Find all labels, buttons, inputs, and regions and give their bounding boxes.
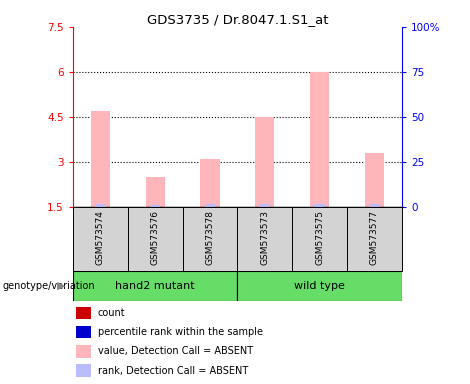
Bar — [73, 207, 128, 271]
Bar — [237, 207, 292, 271]
Text: GSM573574: GSM573574 — [96, 210, 105, 265]
Bar — [369, 204, 380, 207]
Bar — [204, 204, 215, 207]
Text: GSM573576: GSM573576 — [150, 210, 160, 265]
Bar — [255, 117, 274, 207]
Bar — [95, 204, 106, 207]
Bar — [292, 207, 347, 271]
Bar — [237, 271, 402, 301]
Bar — [128, 207, 182, 271]
Text: genotype/variation: genotype/variation — [2, 281, 95, 291]
Bar — [76, 364, 91, 377]
Bar — [310, 72, 329, 207]
Text: percentile rank within the sample: percentile rank within the sample — [98, 327, 263, 337]
Bar — [73, 271, 237, 301]
Bar — [200, 159, 219, 207]
Text: GSM573578: GSM573578 — [205, 210, 214, 265]
Text: count: count — [98, 308, 125, 318]
Text: GSM573577: GSM573577 — [370, 210, 379, 265]
Bar — [182, 207, 237, 271]
Text: ▶: ▶ — [57, 281, 65, 291]
Bar — [259, 204, 270, 207]
Bar — [76, 307, 91, 319]
Bar — [146, 177, 164, 207]
Text: GSM573573: GSM573573 — [260, 210, 269, 265]
Bar — [91, 111, 110, 207]
Bar — [76, 345, 91, 358]
Bar — [76, 326, 91, 338]
Bar — [347, 207, 402, 271]
Text: rank, Detection Call = ABSENT: rank, Detection Call = ABSENT — [98, 366, 248, 376]
Text: hand2 mutant: hand2 mutant — [115, 281, 195, 291]
Bar — [365, 153, 384, 207]
Bar — [314, 204, 325, 207]
Text: wild type: wild type — [294, 281, 345, 291]
Title: GDS3735 / Dr.8047.1.S1_at: GDS3735 / Dr.8047.1.S1_at — [147, 13, 328, 26]
Text: GSM573575: GSM573575 — [315, 210, 324, 265]
Text: value, Detection Call = ABSENT: value, Detection Call = ABSENT — [98, 346, 253, 356]
Bar — [150, 205, 160, 207]
